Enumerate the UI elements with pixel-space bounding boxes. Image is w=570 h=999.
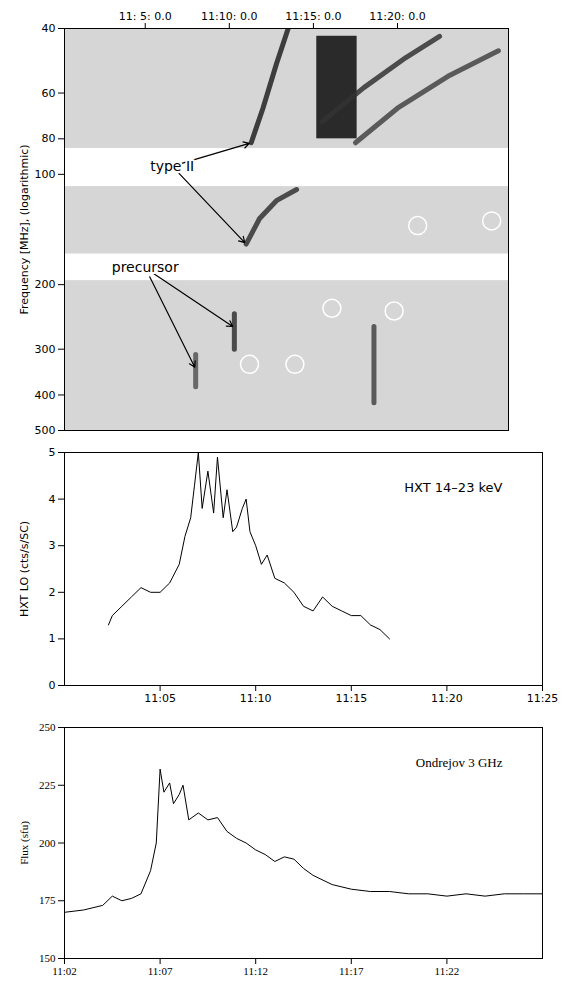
svg-text:11: 5: 0.0: 11: 5: 0.0 (119, 10, 172, 23)
svg-text:HXT LO (cts/s/SC): HXT LO (cts/s/SC) (18, 521, 31, 617)
svg-text:3: 3 (49, 539, 56, 552)
svg-text:11:07: 11:07 (148, 965, 173, 977)
svg-text:1: 1 (49, 632, 56, 645)
svg-text:11:12: 11:12 (243, 965, 268, 977)
svg-text:11:17: 11:17 (339, 965, 364, 977)
svg-text:80: 80 (42, 132, 56, 145)
svg-text:Flux (sfu): Flux (sfu) (18, 821, 31, 865)
svg-text:40: 40 (42, 22, 56, 35)
svg-text:Frequency [MHz], (logarithmic): Frequency [MHz], (logarithmic) (18, 144, 31, 314)
svg-text:150: 150 (39, 952, 56, 964)
svg-text:175: 175 (39, 894, 56, 906)
svg-text:11:15: 11:15 (335, 692, 367, 705)
svg-text:250: 250 (39, 721, 56, 733)
svg-text:Ondrejov 3 GHz: Ondrejov 3 GHz (416, 755, 503, 770)
svg-text:400: 400 (35, 389, 56, 402)
svg-text:2: 2 (49, 586, 56, 599)
svg-text:11:22: 11:22 (435, 965, 460, 977)
svg-text:11:20: 0.0: 11:20: 0.0 (369, 10, 425, 23)
svg-text:11:25: 11:25 (527, 692, 559, 705)
svg-text:5: 5 (49, 446, 56, 459)
svg-text:11:05: 11:05 (144, 692, 176, 705)
svg-text:200: 200 (35, 278, 56, 291)
svg-text:200: 200 (39, 837, 56, 849)
svg-text:300: 300 (35, 343, 56, 356)
svg-text:11:15: 0.0: 11:15: 0.0 (285, 10, 341, 23)
svg-text:type II: type II (150, 158, 194, 174)
svg-text:0: 0 (49, 679, 56, 692)
svg-text:precursor: precursor (112, 259, 179, 275)
svg-text:11:10: 11:10 (240, 692, 272, 705)
svg-text:60: 60 (42, 87, 56, 100)
svg-text:100: 100 (35, 168, 56, 181)
svg-text:HXT 14–23 keV: HXT 14–23 keV (404, 480, 502, 495)
svg-text:11:20: 11:20 (431, 692, 463, 705)
svg-text:4: 4 (49, 493, 56, 506)
svg-text:11:10: 0.0: 11:10: 0.0 (201, 10, 257, 23)
svg-text:11:02: 11:02 (52, 965, 77, 977)
svg-text:500: 500 (35, 424, 56, 437)
svg-text:225: 225 (39, 779, 56, 791)
